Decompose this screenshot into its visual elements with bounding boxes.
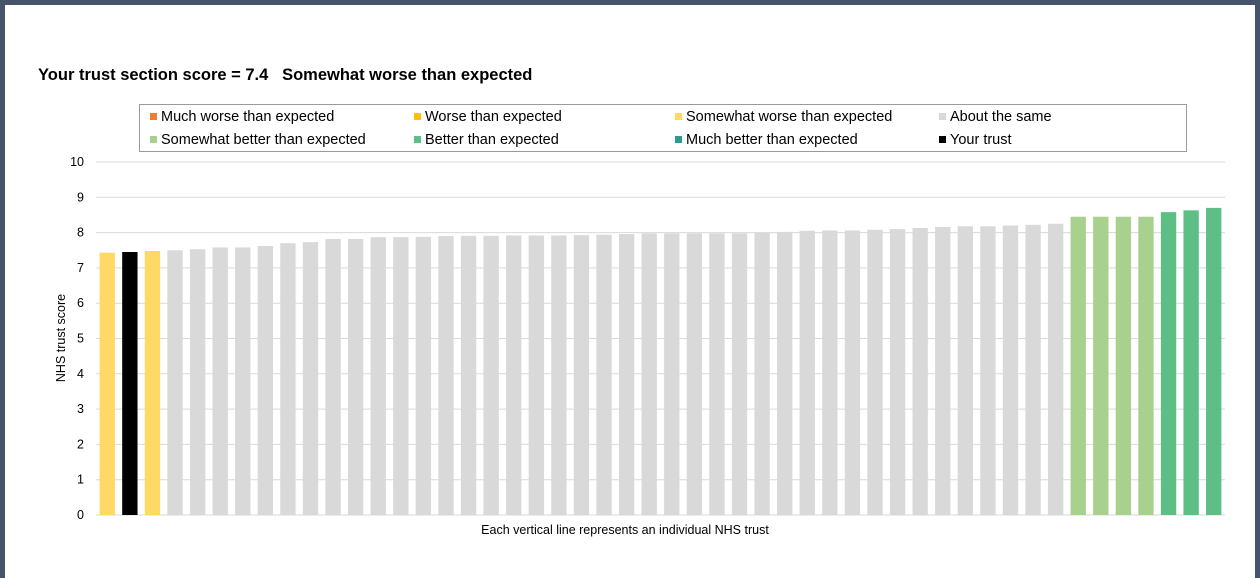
legend: Much worse than expected Worse than expe… (139, 104, 1187, 152)
bar (438, 236, 454, 515)
y-tick-label: 2 (77, 437, 84, 451)
bar (935, 226, 951, 515)
bar (551, 235, 567, 516)
y-tick-label: 0 (77, 508, 84, 522)
y-tick-label: 5 (77, 332, 84, 346)
bar (257, 246, 274, 515)
legend-item-worse: Worse than expected (414, 108, 562, 126)
bar (980, 226, 996, 515)
y-axis-label: NHS trust score (54, 294, 68, 382)
bar (189, 249, 206, 515)
bar (573, 235, 590, 515)
bar (1115, 216, 1132, 515)
bar (144, 250, 161, 515)
y-tick-label: 8 (77, 226, 84, 240)
bar (325, 238, 341, 515)
legend-label: Better than expected (425, 132, 559, 148)
bar (370, 237, 386, 515)
legend-item-somewhat-better: Somewhat better than expected (150, 131, 366, 149)
bar (754, 232, 770, 515)
bar (393, 237, 409, 515)
legend-label: Much better than expected (686, 132, 858, 148)
y-tick-label: 4 (77, 367, 84, 381)
bar (415, 236, 432, 515)
bar (1206, 207, 1222, 515)
bar (686, 233, 703, 515)
legend-swatch (675, 135, 682, 143)
legend-label: Somewhat worse than expected (686, 109, 893, 125)
legend-item-your-trust: Your trust (939, 131, 1012, 149)
bar (844, 230, 861, 516)
bar (302, 242, 319, 515)
y-tick-label: 3 (77, 402, 84, 416)
bar (506, 235, 522, 516)
legend-label: Somewhat better than expected (161, 132, 366, 148)
legend-item-much-better: Much better than expected (675, 131, 858, 149)
bar (731, 233, 748, 515)
bar (1070, 216, 1086, 515)
bar (235, 247, 251, 515)
bar (889, 229, 906, 515)
bar (167, 250, 183, 515)
bar-your-trust (122, 252, 138, 515)
bar (912, 228, 928, 515)
legend-item-much-worse: Much worse than expected (150, 108, 334, 126)
legend-swatch (939, 135, 946, 143)
bar (822, 230, 838, 516)
legend-label: Worse than expected (425, 109, 562, 125)
y-tick-label: 10 (70, 155, 84, 169)
legend-swatch (414, 135, 421, 143)
bar (596, 234, 612, 515)
bar (709, 233, 725, 515)
bar (799, 230, 815, 515)
bar (957, 226, 973, 515)
bar (1160, 212, 1177, 515)
y-tick-label: 6 (77, 296, 84, 310)
legend-swatch (939, 112, 946, 120)
bar (1047, 223, 1064, 515)
bar (777, 231, 793, 515)
bar (528, 235, 544, 516)
bar (347, 238, 364, 515)
legend-swatch (150, 112, 157, 120)
chart-title: Your trust section score = 7.4 Somewhat … (38, 66, 533, 84)
bar (1183, 210, 1199, 516)
legend-swatch (150, 135, 157, 143)
legend-swatch (414, 112, 421, 120)
bar (483, 235, 499, 515)
bar (280, 243, 296, 515)
y-tick-labels: 0 1 2 3 4 5 6 7 8 9 10 (70, 155, 84, 522)
bar (1002, 225, 1019, 516)
bar (1093, 216, 1109, 515)
bars (99, 207, 1222, 516)
legend-item-about-same: About the same (939, 108, 1052, 126)
bar (618, 234, 635, 515)
legend-label: About the same (950, 109, 1052, 125)
y-tick-label: 9 (77, 190, 84, 204)
bar (867, 229, 883, 515)
legend-label: Much worse than expected (161, 109, 335, 125)
x-axis-label: Each vertical line represents an individ… (481, 523, 769, 537)
legend-item-better: Better than expected (414, 131, 559, 149)
bar (99, 252, 115, 515)
y-tick-label: 1 (77, 473, 84, 487)
bar (1138, 216, 1154, 515)
bar (460, 235, 477, 515)
bar (212, 247, 228, 515)
legend-label: Your trust (950, 132, 1012, 148)
bar (664, 233, 680, 515)
bar (1025, 224, 1041, 515)
bar (641, 233, 657, 515)
legend-item-somewhat-worse: Somewhat worse than expected (675, 108, 892, 126)
legend-swatch (675, 112, 682, 120)
y-tick-label: 7 (77, 261, 84, 275)
